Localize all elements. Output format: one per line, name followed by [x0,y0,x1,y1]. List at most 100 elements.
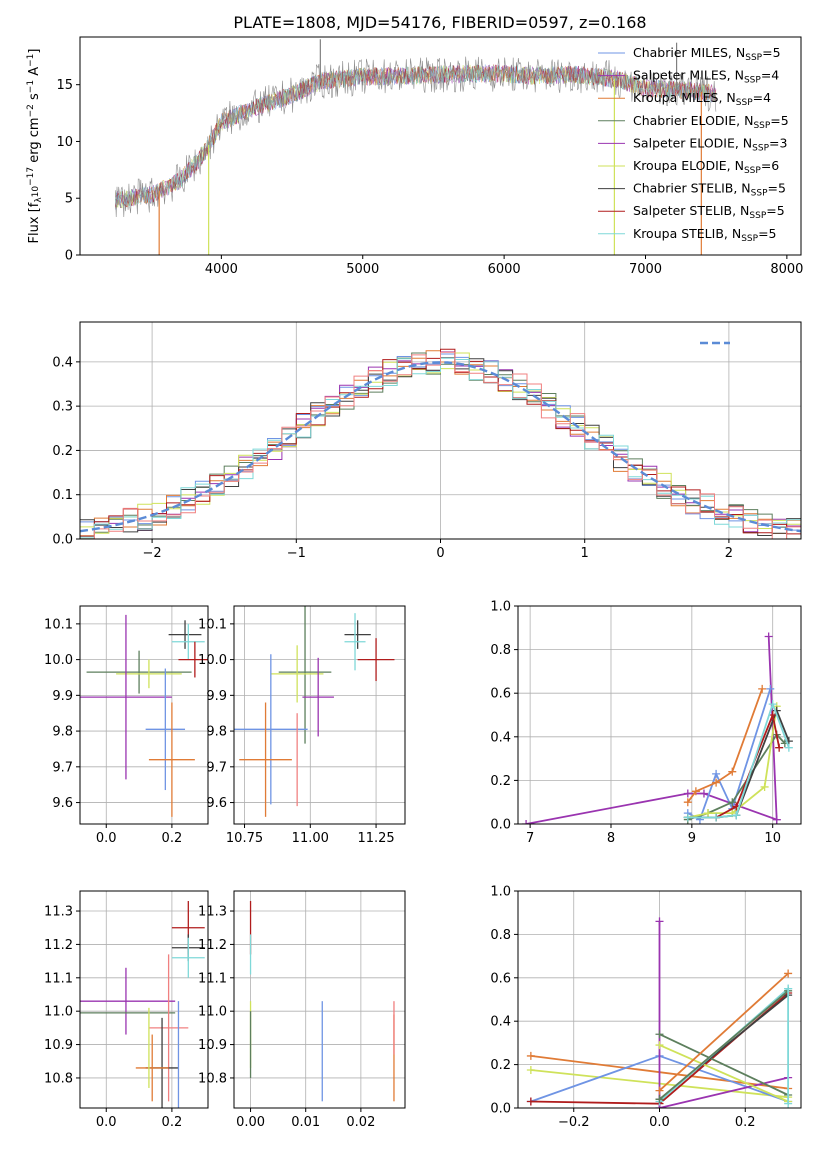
weight-marker [522,820,531,824]
weight-marker [775,743,784,752]
axes-frame [79,36,802,256]
weight-marker [712,813,721,822]
normal-reference-curve [80,361,801,533]
weight-marker [766,684,775,693]
weight-marker [784,743,793,752]
y-tick-label: 0.4 [52,355,73,370]
legend-sub: SSP [745,53,762,63]
x-tick-label: 5000 [346,262,379,277]
y-tick-label: 0.6 [490,687,511,702]
x-tick-label: 11.00 [292,831,329,846]
legend-label: Chabrier STELIB, NSSP=5 [633,181,786,199]
weight-line [658,990,789,1100]
y-tick-label: 11.3 [198,905,227,920]
y-tick-label: 10.8 [44,1071,73,1086]
plot-area [249,901,395,1102]
histogram-series [80,351,801,539]
y-axis-label-part: ] [27,49,42,54]
x-tick-label: 0.00 [236,1115,265,1130]
axes-frame [517,605,802,825]
panel-spectrum: 4000 5000 6000 7000 8000 0 5 10 15 Chabrier MILES… [26,36,803,277]
y-tick-label: 9.8 [206,725,227,740]
panel-age-vs-mass: 10.75 11.00 11.25 9.6 9.7 9.8 9.9 10.0 10.1 [198,605,406,846]
y-tick-label: 9.9 [206,689,227,704]
legend-text: =4 [761,68,779,83]
y-tick-label: 10.1 [198,617,227,632]
x-tick-label: 0 [436,546,444,561]
axes-frame [233,890,406,1109]
y-axis-label-part: λ [34,197,44,203]
x-tick-label: 9 [688,831,696,846]
legend-text: =5 [758,226,776,241]
legend-sub: SSP [751,189,768,199]
y-tick-label: 11.1 [198,971,227,986]
y-tick-label: 9.7 [52,760,73,775]
y-tick-label: 0.1 [52,488,73,503]
weight-marker [526,1097,535,1106]
legend-text: Salpeter MILES, N [633,68,744,83]
weight-line [658,921,789,1108]
y-tick-label: 0.4 [490,1015,511,1030]
y-tick-label: 10.0 [44,653,73,668]
axes-frame [233,605,406,825]
legend-text: =5 [770,113,788,128]
weight-marker [655,1030,664,1039]
y-tick-label: 0.0 [490,818,511,833]
x-tick-label: 0.01 [291,1115,320,1130]
weight-marker [728,798,737,807]
y-tick-label: 1.0 [490,885,511,900]
y-axis-label-part: −1 [26,54,36,67]
x-tick-label: 6000 [488,262,521,277]
y-axis-label-part: s [27,93,42,104]
legend-text: =5 [768,181,786,196]
legend-sub: SSP [744,76,761,86]
legend-text: Chabrier STELIB, N [633,181,751,196]
y-tick-label: 0 [65,249,73,264]
weight-marker [683,813,692,822]
y-tick-label: 0.8 [490,928,511,943]
legend-label: Kroupa MILES, NSSP=4 [633,90,771,108]
y-tick-label: 11.0 [44,1005,73,1020]
weight-marker [784,1099,793,1108]
plot-area [80,348,801,539]
plot-area [522,632,793,824]
x-tick-label: 1 [581,546,589,561]
axes-frame [79,605,209,825]
y-tick-label: 9.8 [52,725,73,740]
y-tick-label: 0.0 [490,1102,511,1117]
y-axis-label-part: 10 [31,186,41,198]
weight-marker [760,782,769,791]
legend-text: Kroupa STELIB, N [633,226,741,241]
weight-line [659,1044,789,1103]
y-tick-label: 10.1 [44,617,73,632]
weight-marker [728,767,737,776]
x-tick-label: 11.25 [357,831,394,846]
x-tick-label: 0.0 [96,1115,117,1130]
y-axis-label: Flux [fλ10−17 erg cm−2 s−1 A−1] [26,49,44,244]
spectrum-line [115,56,717,218]
weight-marker [712,778,721,787]
y-tick-label: 11.0 [198,1005,227,1020]
weight-line [659,1033,789,1096]
legend-text: Kroupa ELODIE, N [633,158,744,173]
y-axis-label-part: A [27,67,42,80]
x-tick-label: −0.2 [558,1115,590,1130]
axes-frame [79,890,209,1109]
x-tick-label: 10.75 [226,831,263,846]
x-tick-label: 0.0 [649,1115,670,1130]
weight-marker [758,684,767,693]
y-tick-label: 0.6 [490,971,511,986]
y-tick-label: 10.0 [198,653,227,668]
x-tick-label: −1 [287,546,306,561]
weight-marker [704,809,713,818]
weight-line [658,972,789,1092]
legend-text: =5 [762,45,780,60]
spectrum-line [115,65,717,208]
weight-marker [784,969,793,978]
weight-marker [764,632,773,641]
y-tick-label: 11.2 [44,938,73,953]
y-axis-label-part: −1 [26,80,36,93]
y-tick-label: 9.6 [52,796,73,811]
y-tick-label: 0.8 [490,643,511,658]
